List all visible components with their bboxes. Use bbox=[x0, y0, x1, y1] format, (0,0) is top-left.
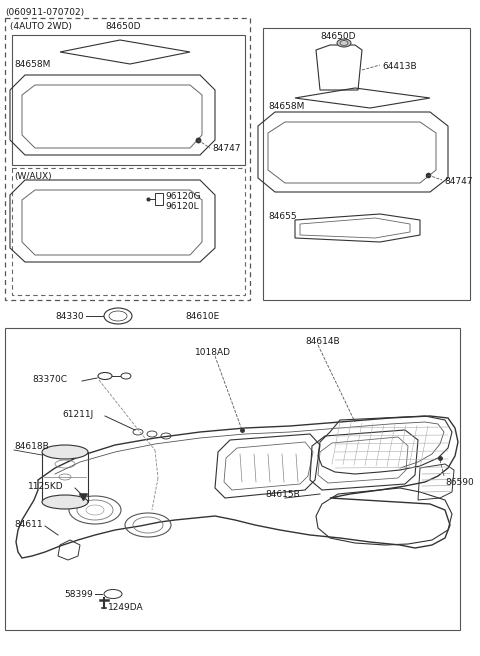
Text: 84650D: 84650D bbox=[320, 32, 356, 41]
Text: 1018AD: 1018AD bbox=[195, 348, 231, 357]
Text: 64413B: 64413B bbox=[382, 62, 417, 71]
Ellipse shape bbox=[337, 39, 351, 47]
Text: 1249DA: 1249DA bbox=[108, 603, 144, 612]
Text: 84655: 84655 bbox=[268, 212, 297, 221]
Text: 58399: 58399 bbox=[64, 590, 93, 599]
Bar bbox=[42, 452, 88, 502]
Text: 84747: 84747 bbox=[212, 144, 240, 153]
Text: 86590: 86590 bbox=[445, 478, 474, 487]
Text: 84610E: 84610E bbox=[185, 312, 219, 321]
Text: (4AUTO 2WD): (4AUTO 2WD) bbox=[10, 22, 72, 31]
Bar bbox=[155, 193, 163, 205]
Text: 84650D: 84650D bbox=[105, 22, 141, 31]
Text: (W/AUX): (W/AUX) bbox=[14, 172, 52, 181]
Text: 96120G: 96120G bbox=[165, 192, 201, 201]
Text: 84611: 84611 bbox=[14, 520, 43, 529]
Text: 96120L: 96120L bbox=[165, 202, 199, 211]
Bar bbox=[5, 328, 460, 630]
Text: 84658M: 84658M bbox=[268, 102, 304, 111]
Text: 84614B: 84614B bbox=[305, 337, 340, 346]
Text: (060911-070702): (060911-070702) bbox=[5, 8, 84, 17]
Ellipse shape bbox=[42, 495, 88, 509]
Text: 84330: 84330 bbox=[55, 312, 84, 321]
Bar bbox=[12, 35, 245, 165]
Text: 84618B: 84618B bbox=[14, 442, 49, 451]
Text: 83370C: 83370C bbox=[32, 375, 67, 384]
Bar bbox=[263, 28, 470, 300]
Text: 84658M: 84658M bbox=[14, 60, 50, 69]
Ellipse shape bbox=[42, 445, 88, 459]
Text: 61211J: 61211J bbox=[62, 410, 93, 419]
Text: 84747: 84747 bbox=[444, 177, 472, 186]
Text: 1125KD: 1125KD bbox=[28, 482, 64, 491]
Text: 84615B: 84615B bbox=[265, 490, 300, 499]
